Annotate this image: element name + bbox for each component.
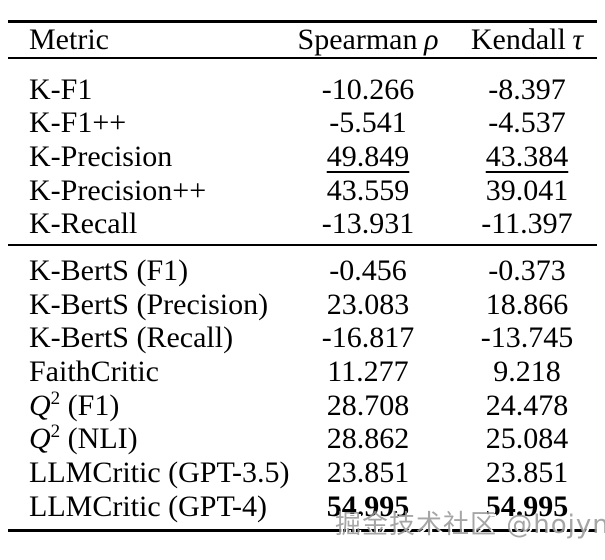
kendall-cell: 25.084	[485, 422, 569, 456]
kendall-cell: -11.397	[481, 207, 573, 241]
spearman-cell: 49.849	[326, 139, 410, 173]
table-row: Q2 (NLI) 28.862 25.084	[8, 421, 597, 457]
table-row: K-F1++ -5.541 -4.537	[8, 106, 597, 140]
header-metric-label: Metric	[29, 22, 109, 56]
metric-cell: K-Recall	[29, 207, 138, 241]
kendall-cell: -8.397	[488, 72, 566, 106]
metric-cell: K-F1++	[29, 106, 127, 140]
table-header-row: Metric Spearman ρ Kendall τ	[8, 23, 597, 59]
spearman-cell: -13.931	[321, 207, 415, 241]
header-spearman: Spearman ρ	[288, 23, 448, 57]
metric-cell: K-BertS (Precision)	[29, 287, 269, 321]
watermark: 掘金技术社区 @hojyn	[335, 510, 605, 540]
metric-cell: Q2 (F1)	[29, 387, 120, 422]
metric-cell: K-F1	[29, 72, 93, 106]
table-row: K-F1 -10.266 -8.397	[8, 73, 597, 107]
table-row: LLMCritic (GPT-3.5) 23.851 23.851	[8, 456, 597, 490]
spearman-cell: 28.862	[326, 422, 410, 456]
header-spearman-label: Spearman	[297, 22, 418, 56]
spearman-cell: 23.851	[326, 456, 410, 490]
header-metric: Metric	[8, 23, 288, 57]
spearman-cell: -0.456	[329, 253, 407, 287]
table-row: FaithCritic 11.277 9.218	[8, 355, 597, 389]
table-row: Q2 (F1) 28.708 24.478	[8, 389, 597, 423]
kendall-cell: 43.384	[485, 139, 569, 173]
kendall-cell: 24.478	[485, 388, 569, 422]
table-row: K-Precision 49.849 43.384	[8, 140, 597, 174]
metric-cell: LLMCritic (GPT-3.5)	[29, 456, 290, 490]
table-row: K-Precision++ 43.559 39.041	[8, 174, 597, 208]
kendall-cell: 54.995	[485, 489, 569, 523]
spearman-cell: -10.266	[321, 72, 415, 106]
rho-symbol: ρ	[424, 22, 439, 56]
kendall-cell: 9.218	[493, 355, 561, 389]
table-row: K-BertS (Recall) -16.817 -13.745	[8, 321, 597, 356]
metric-cell: K-BertS (F1)	[29, 253, 189, 287]
kendall-cell: -0.373	[488, 253, 566, 287]
spearman-cell: -16.817	[321, 321, 415, 355]
spearman-cell: 54.995	[326, 489, 410, 523]
metric-cell: K-Precision++	[29, 173, 207, 207]
tau-symbol: τ	[572, 22, 584, 56]
spearman-cell: -5.541	[329, 106, 407, 140]
spearman-cell: 23.083	[326, 287, 410, 321]
header-kendall: Kendall τ	[448, 23, 597, 57]
kendall-cell: -13.745	[480, 321, 574, 355]
table-row: LLMCritic (GPT-4) 54.995 54.995	[8, 490, 597, 524]
table-row: K-BertS (Precision) 23.083 18.866	[8, 288, 597, 322]
kendall-cell: 18.866	[485, 287, 569, 321]
metric-cell: K-Precision	[29, 139, 173, 173]
metric-cell: K-BertS (Recall)	[29, 321, 234, 355]
kendall-cell: 39.041	[485, 173, 569, 207]
table-row: K-Recall -13.931 -11.397	[8, 207, 597, 241]
table-row: K-BertS (F1) -0.456 -0.373	[8, 254, 597, 288]
kendall-cell: 23.851	[485, 456, 569, 490]
metric-cell: FaithCritic	[29, 355, 159, 389]
spearman-cell: 28.708	[326, 388, 410, 422]
metric-cell: Q2 (NLI)	[29, 421, 138, 456]
table-group-knowledge-overlap: K-F1 -10.266 -8.397 K-F1++ -5.541 -4.537…	[8, 59, 597, 247]
metric-cell: LLMCritic (GPT-4)	[29, 489, 268, 523]
table-group-model-based: K-BertS (F1) -0.456 -0.373 K-BertS (Prec…	[8, 246, 597, 529]
correlation-table: Metric Spearman ρ Kendall τ K-F1 -10.266 -…	[8, 20, 597, 532]
header-kendall-label: Kendall	[470, 22, 566, 56]
spearman-cell: 43.559	[326, 173, 410, 207]
kendall-cell: -4.537	[488, 106, 566, 140]
spearman-cell: 11.277	[327, 355, 409, 389]
